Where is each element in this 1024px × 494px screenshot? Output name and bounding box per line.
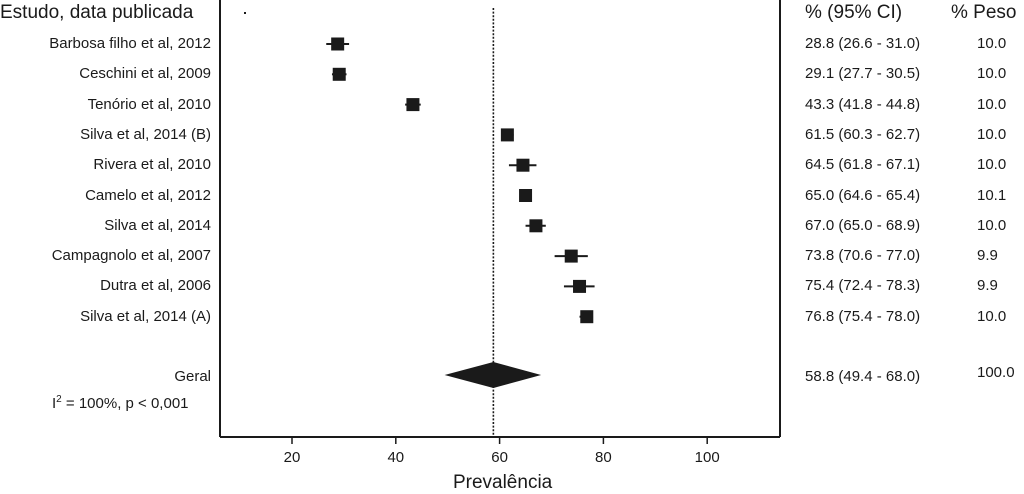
study-weight: 10.0 (977, 125, 1007, 143)
x-tick-label-1: 40 (387, 449, 404, 466)
overall-weight: 100.0 (977, 364, 1015, 381)
study-ci-text: 43.3 (41.8 - 44.8) (805, 95, 921, 113)
study-label: Silva et al, 2014 (104, 216, 211, 234)
study-ci-text: 61.5 (60.3 - 62.7) (805, 125, 921, 143)
study-point-9 (580, 310, 594, 324)
study-weight: 10.0 (977, 65, 1007, 83)
heterogeneity-symbol: I (52, 395, 57, 412)
study-ci-text: 67.0 (65.0 - 68.9) (805, 216, 921, 234)
study-label: Barbosa filho et al, 2012 (49, 35, 211, 52)
study-ci-text: 75.4 (72.4 - 78.3) (805, 277, 921, 295)
plot-dot-mark (244, 12, 246, 14)
study-weight: 10.0 (977, 216, 1007, 234)
study-point-5 (519, 189, 533, 202)
heterogeneity-stat: I2 = 100%, p < 0,001 (52, 394, 189, 414)
study-ci-text: 28.8 (26.6 - 31.0) (805, 35, 921, 52)
study-point-0 (331, 37, 345, 51)
study-label: Silva et al, 2014 (A) (80, 307, 211, 325)
study-label: Tenório et al, 2010 (87, 95, 211, 113)
study-label: Dutra et al, 2006 (100, 277, 211, 295)
heterogeneity-exponent: 2 (56, 394, 62, 405)
study-point-8 (573, 279, 587, 293)
study-weight: 9.9 (977, 247, 998, 265)
study-weight: 9.9 (977, 277, 998, 295)
study-weight: 10.1 (977, 186, 1007, 204)
study-point-7 (564, 249, 578, 263)
study-point-4 (516, 158, 530, 172)
x-tick-label-4: 100 (695, 449, 720, 466)
x-tick-label-2: 60 (491, 449, 508, 466)
study-weight: 10.0 (977, 307, 1007, 325)
overall-ci-text: 58.8 (49.4 - 68.0) (805, 368, 921, 385)
study-ci-text: 73.8 (70.6 - 77.0) (805, 247, 921, 265)
study-ci-text: 65.0 (64.6 - 65.4) (805, 186, 921, 204)
study-label: Ceschini et al, 2009 (79, 65, 211, 83)
x-axis-label: Prevalência (453, 472, 553, 493)
study-weight: 10.0 (977, 156, 1007, 174)
study-point-3 (500, 128, 514, 142)
study-point-6 (529, 219, 543, 233)
study-point-2 (406, 98, 420, 112)
study-weight: 10.0 (977, 35, 1007, 52)
overall-diamond (444, 362, 542, 388)
header-ci: % (95% CI) (805, 2, 903, 23)
x-tick-label-3: 80 (595, 449, 612, 466)
study-ci-text: 76.8 (75.4 - 78.0) (805, 307, 921, 325)
study-point-1 (332, 67, 346, 81)
study-label: Campagnolo et al, 2007 (51, 247, 211, 265)
study-ci-text: 64.5 (61.8 - 67.1) (805, 156, 921, 174)
header-weight: % Peso (951, 2, 1017, 23)
study-label: Rivera et al, 2010 (93, 156, 211, 174)
header-study: Estudo, data publicada (0, 2, 194, 23)
x-tick-label-0: 20 (284, 449, 301, 466)
heterogeneity-text: = 100%, p < 0,001 (61, 395, 189, 412)
study-label: Silva et al, 2014 (B) (80, 125, 211, 143)
study-ci-text: 29.1 (27.7 - 30.5) (805, 65, 921, 83)
study-weight: 10.0 (977, 95, 1007, 113)
study-label: Camelo et al, 2012 (85, 186, 211, 204)
overall-label: Geral (174, 368, 211, 385)
